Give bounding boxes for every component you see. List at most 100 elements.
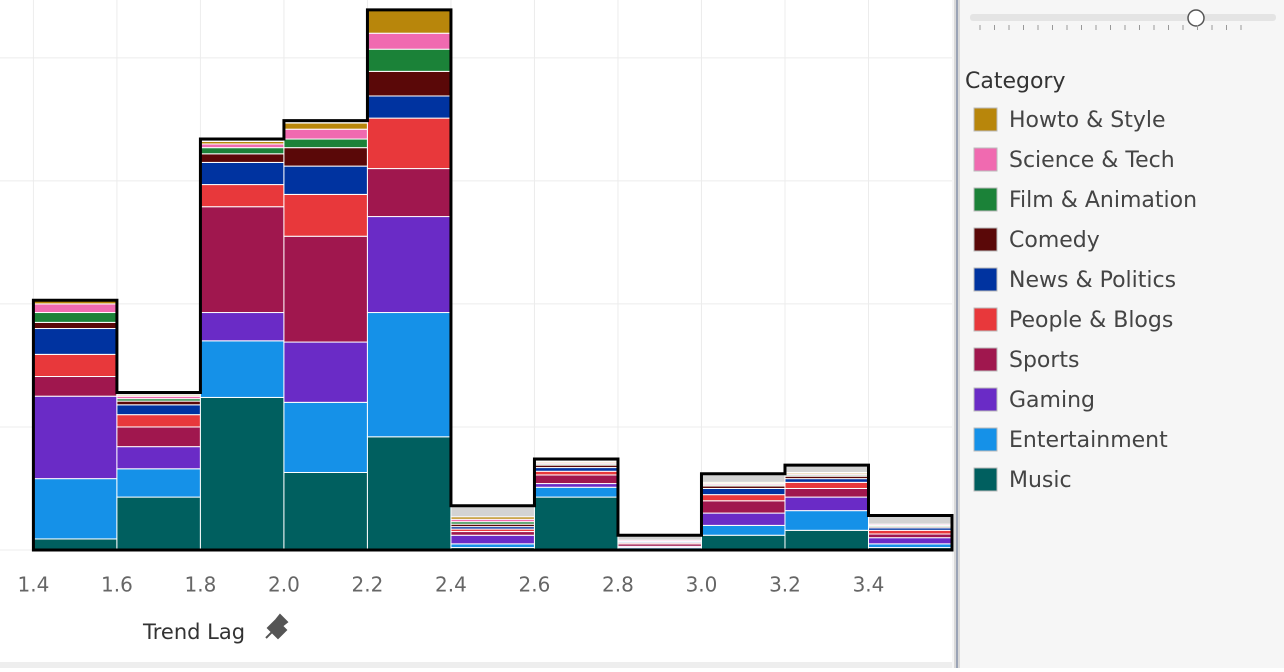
bar-segment xyxy=(199,161,285,186)
bar-segment xyxy=(32,303,118,314)
bar-segment xyxy=(116,414,201,428)
bar-segment xyxy=(283,122,368,130)
bar-segment xyxy=(283,341,368,403)
legend-label: Comedy xyxy=(1009,228,1100,253)
bar-segment xyxy=(283,165,368,195)
bar-segment xyxy=(366,95,452,119)
legend-label: Sports xyxy=(1009,348,1080,373)
bar-segment xyxy=(32,376,118,397)
legend-swatch xyxy=(973,227,998,252)
legend-label: News & Politics xyxy=(1009,268,1176,293)
histogram-outline xyxy=(31,8,954,552)
bar-segment xyxy=(450,534,535,545)
slider-handle[interactable] xyxy=(1187,9,1205,27)
bar-segment xyxy=(32,395,118,480)
x-tick-label: 2.8 xyxy=(602,573,634,597)
bar-segment xyxy=(533,483,619,488)
bar-segment xyxy=(283,147,368,167)
bar-segment xyxy=(700,512,786,526)
bar-segment xyxy=(32,321,118,330)
bar-segment xyxy=(283,138,368,149)
bar-segment xyxy=(116,468,201,498)
bar-segment xyxy=(700,494,786,502)
bar-segment xyxy=(199,184,285,208)
bar-segment xyxy=(784,481,869,489)
bar-segment xyxy=(784,529,869,551)
bar-segment xyxy=(199,147,285,155)
slider[interactable] xyxy=(970,9,1276,30)
bar-segment xyxy=(867,543,953,549)
bar-segment xyxy=(366,9,452,34)
bar-segment xyxy=(283,401,368,473)
legend-label: Gaming xyxy=(1009,388,1095,413)
plot: 1.4 1.6 1.8 2.0 2.2 2.4 2.6 2.8 3.0 3.2 3.4 xyxy=(0,0,954,597)
x-tick-label: 3.2 xyxy=(769,573,801,597)
bar-segment xyxy=(32,328,118,355)
chart-pane xyxy=(0,0,952,668)
bar-segment xyxy=(32,312,118,323)
x-tick-label: 1.8 xyxy=(185,573,217,597)
slider-track xyxy=(970,14,1276,21)
bar-segment xyxy=(199,153,285,163)
legend-swatch xyxy=(973,107,998,132)
bar-segment xyxy=(700,487,786,496)
bar-segment xyxy=(199,312,285,342)
bar-segment xyxy=(700,500,786,514)
x-tick-label: 1.4 xyxy=(17,573,49,597)
bar-segment xyxy=(784,487,869,498)
bar-segment xyxy=(199,206,285,314)
bar-segment xyxy=(450,543,535,549)
bar-segment xyxy=(116,496,201,551)
bar-segment xyxy=(366,70,452,97)
bar-segment xyxy=(32,478,118,540)
bar-segment xyxy=(199,396,285,551)
bar-segment xyxy=(784,496,869,512)
bar-segment xyxy=(283,471,368,551)
bar-segment xyxy=(199,143,285,149)
legend-label: Film & Animation xyxy=(1009,188,1197,213)
legend-label: People & Blogs xyxy=(1009,308,1173,333)
bar-segment xyxy=(199,340,285,398)
bar-segment xyxy=(867,529,953,535)
x-tick-label: 2.4 xyxy=(435,573,467,597)
bar-segment xyxy=(366,117,452,170)
bar-segment xyxy=(283,193,368,237)
x-tick-label: 2.0 xyxy=(268,573,300,597)
x-tick-label: 2.6 xyxy=(519,573,551,597)
x-tick-label: 3.4 xyxy=(853,573,885,597)
pin-icon[interactable] xyxy=(265,613,289,640)
legend-swatch xyxy=(973,467,998,492)
x-tick-label: 1.6 xyxy=(101,573,133,597)
x-tick-label: 3.0 xyxy=(686,573,718,597)
legend: Howto & Style Science & Tech Film & Animat… xyxy=(973,107,1197,493)
bar-segment xyxy=(366,32,452,50)
bar-segment xyxy=(116,404,201,416)
bar-segment xyxy=(533,474,619,485)
bar-segment xyxy=(283,128,368,140)
side-pane xyxy=(952,0,1284,668)
legend-swatch xyxy=(973,267,998,292)
legend-swatch xyxy=(973,387,998,412)
bar-segment xyxy=(116,446,201,470)
bar-segment xyxy=(784,510,869,531)
bar-segment xyxy=(32,538,118,551)
x-axis-title: Trend Lag xyxy=(142,620,245,644)
legend-title: Category xyxy=(965,69,1066,94)
legend-swatch xyxy=(973,147,998,172)
legend-swatch xyxy=(973,427,998,452)
bar-segment xyxy=(283,235,368,343)
bar-segment xyxy=(533,470,619,476)
x-tick-label: 2.2 xyxy=(352,573,384,597)
bar-segment xyxy=(366,216,452,314)
bar-segment xyxy=(784,478,869,483)
bar-segment xyxy=(533,486,619,498)
legend-label: Music xyxy=(1009,468,1072,493)
legend-label: Entertainment xyxy=(1009,428,1168,453)
bar-segment xyxy=(533,496,619,551)
legend-label: Howto & Style xyxy=(1009,108,1165,133)
bar-segment xyxy=(700,534,786,551)
legend-swatch xyxy=(973,187,998,212)
bar-segment xyxy=(366,312,452,438)
bar-segment xyxy=(32,353,118,378)
bar-segment xyxy=(450,505,535,518)
